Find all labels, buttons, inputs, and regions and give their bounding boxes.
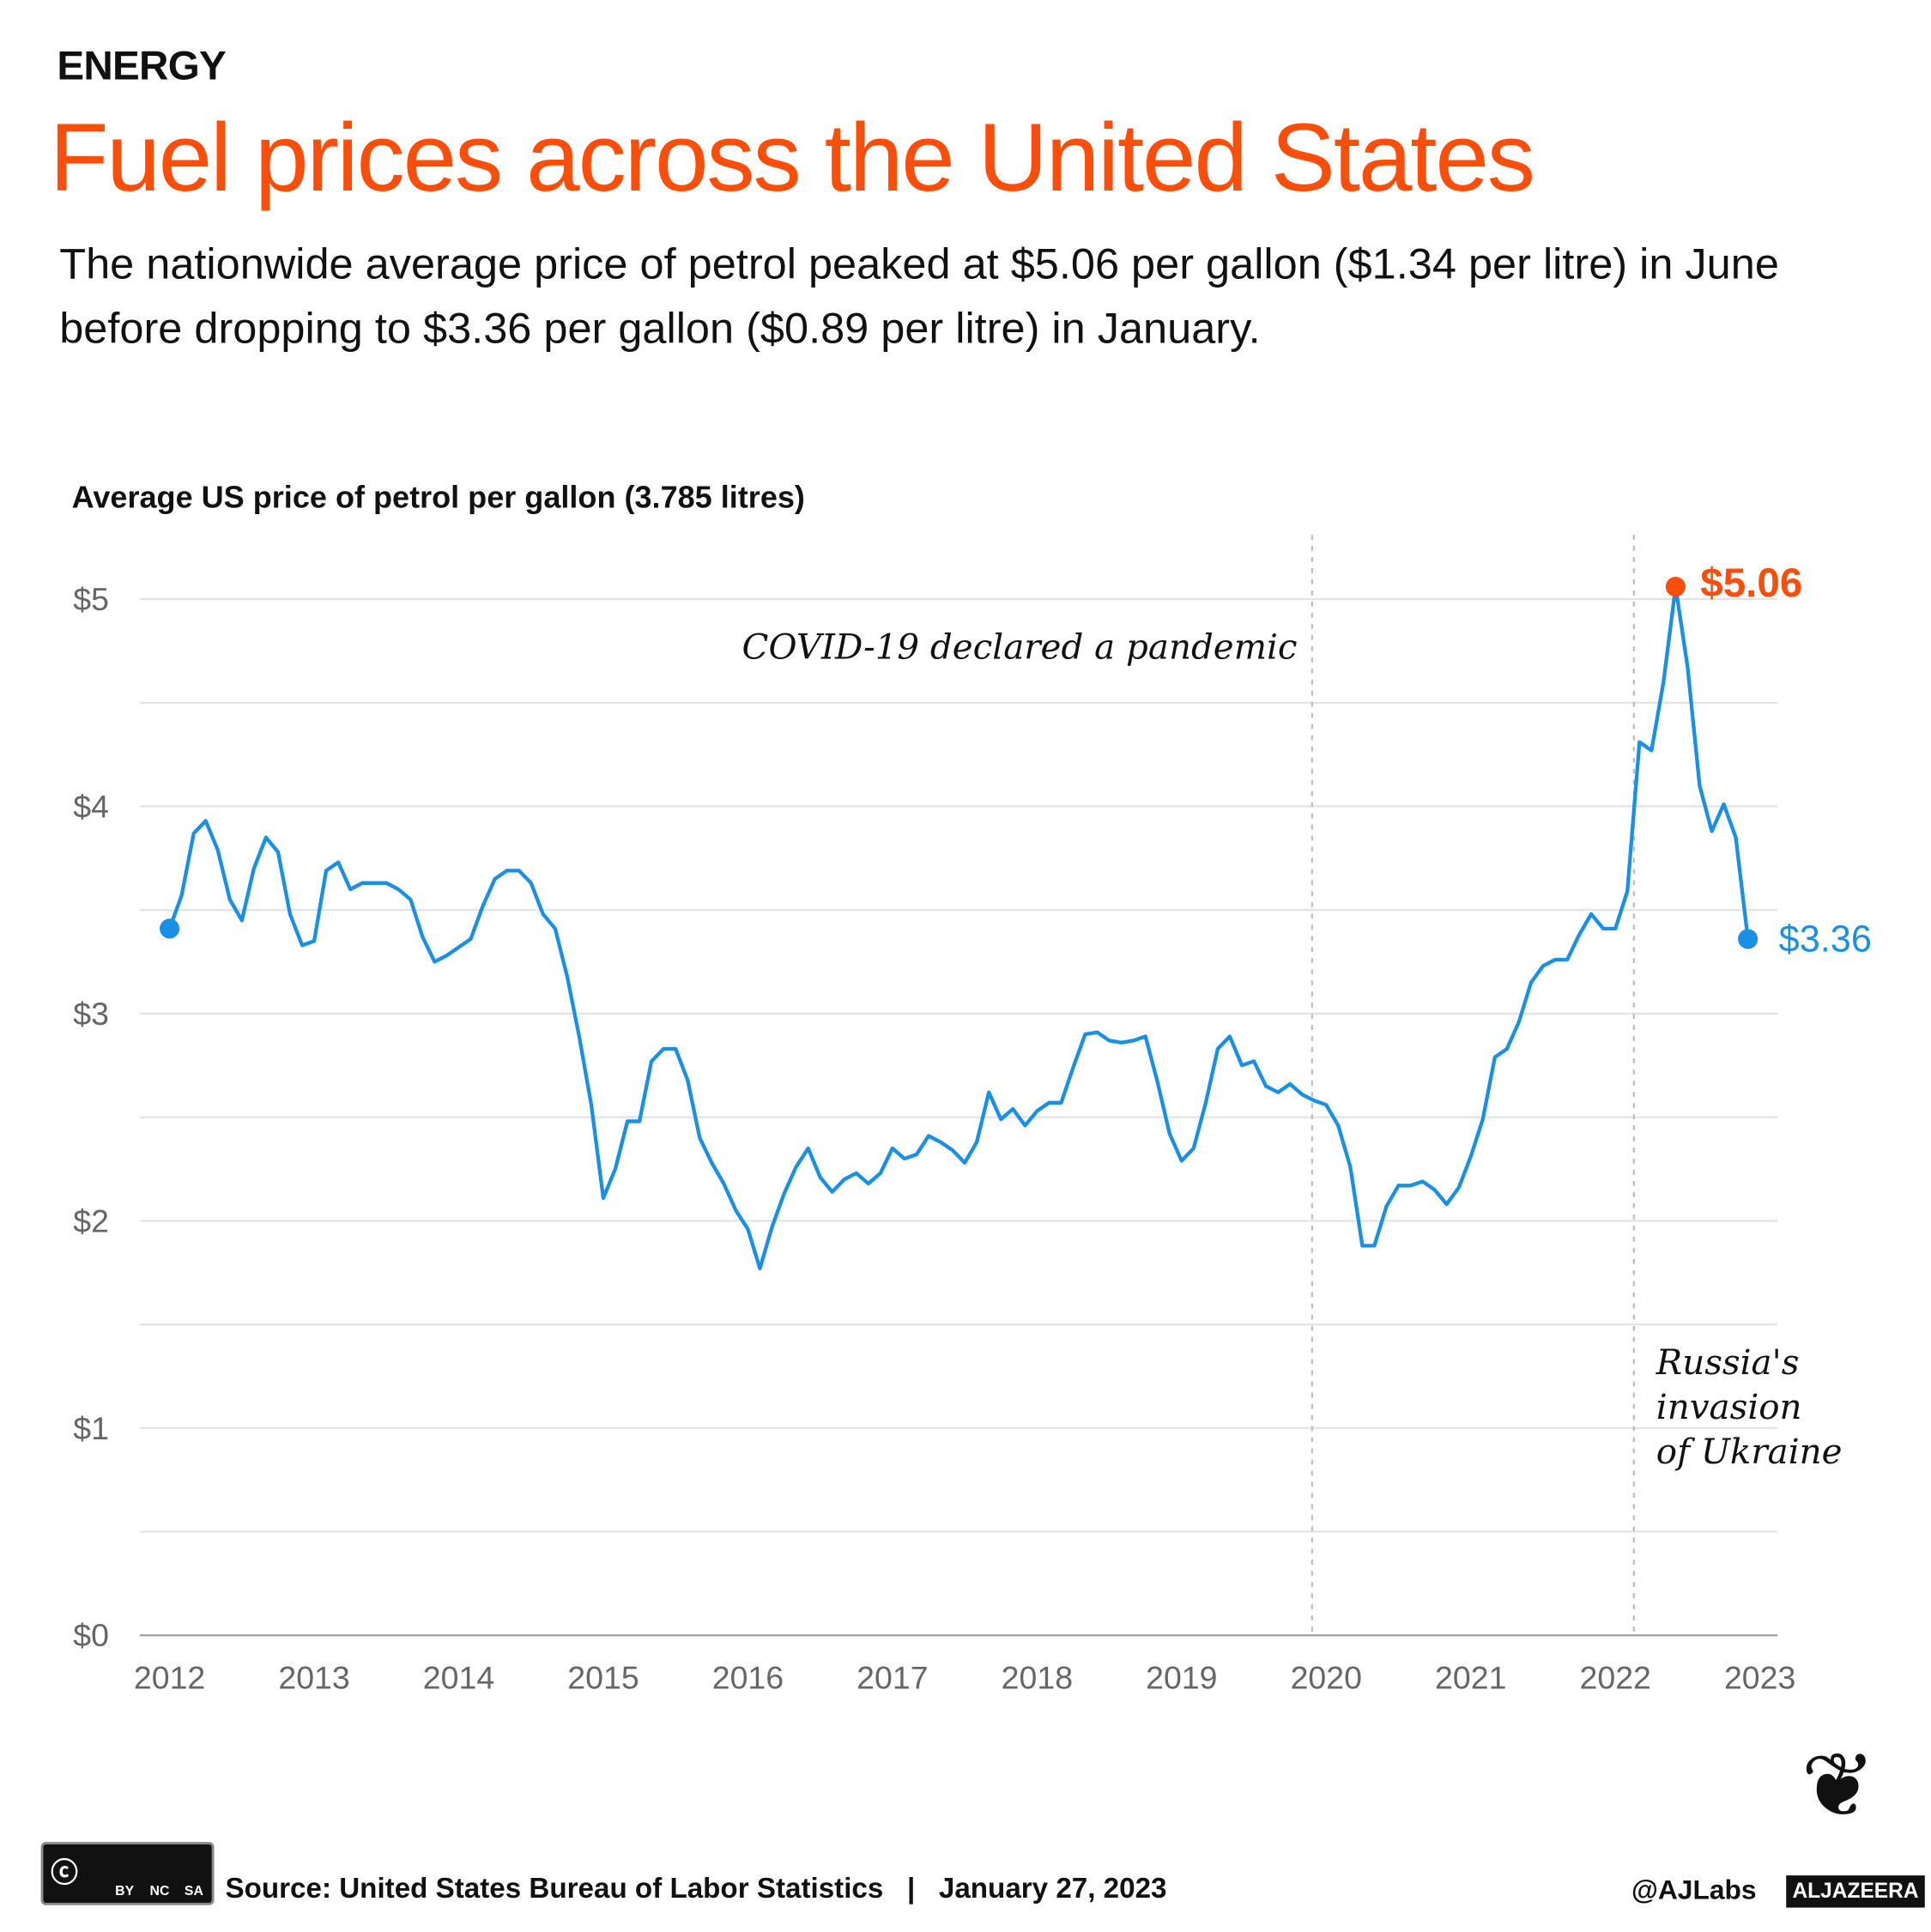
x-tick-label: 2013 [278,1659,349,1695]
creative-commons-license-icon: ⓒ BY NC SA [40,1842,215,1905]
peak-label: $5.06 [1700,560,1802,606]
x-tick-label: 2019 [1146,1659,1217,1695]
x-tick-label: 2017 [857,1659,928,1695]
handle: @AJLabs [1631,1874,1757,1905]
y-tick-label: $3 [73,996,109,1032]
y-tick-label: $1 [73,1410,109,1446]
page-title: Fuel prices across the United States [49,102,1535,212]
price-series-line [167,584,1750,1271]
covid-annotation: COVID-19 declared a pandemic [742,627,1298,667]
ukraine-annotation-line: of Ukraine [1656,1432,1843,1472]
last-point-marker [1738,929,1758,949]
x-tick-label: 2022 [1580,1659,1651,1695]
first-point-marker [160,918,180,939]
y-tick-label: $2 [73,1202,109,1239]
kicker: ENERGY [57,42,227,88]
license-by: BY [115,1884,135,1899]
x-tick-label: 2018 [1002,1659,1073,1695]
x-tick-label: 2015 [567,1659,639,1695]
x-tick-label: 2023 [1724,1659,1795,1695]
license-nc: NC [149,1884,170,1899]
x-tick-label: 2020 [1291,1659,1362,1695]
ukraine-annotation-line: invasion [1656,1387,1802,1427]
x-tick-label: 2021 [1435,1659,1506,1695]
aljazeera-logo-icon: ❦ [1801,1736,1876,1836]
y-tick-label: $5 [73,581,109,617]
peak-marker [1665,577,1686,597]
x-tick-label: 2016 [712,1659,784,1695]
last-label: $3.36 [1779,918,1872,960]
source-text: Source: United States Bureau of Labor St… [225,1871,1167,1905]
x-tick-label: 2014 [423,1659,494,1695]
license-sa: SA [184,1884,203,1899]
subtitle: The nationwide average price of petrol p… [59,239,1779,354]
ukraine-annotation-line: Russia's [1656,1342,1800,1383]
y-tick-label: $4 [73,788,109,824]
chart-title: Average US price of petrol per gallon (3… [71,480,805,515]
cc-glyph: ⓒ [51,1856,78,1888]
x-tick-label: 2012 [134,1659,205,1695]
y-tick-label: $0 [73,1617,109,1653]
brand-logo: ALJAZEERA [1786,1875,1925,1908]
